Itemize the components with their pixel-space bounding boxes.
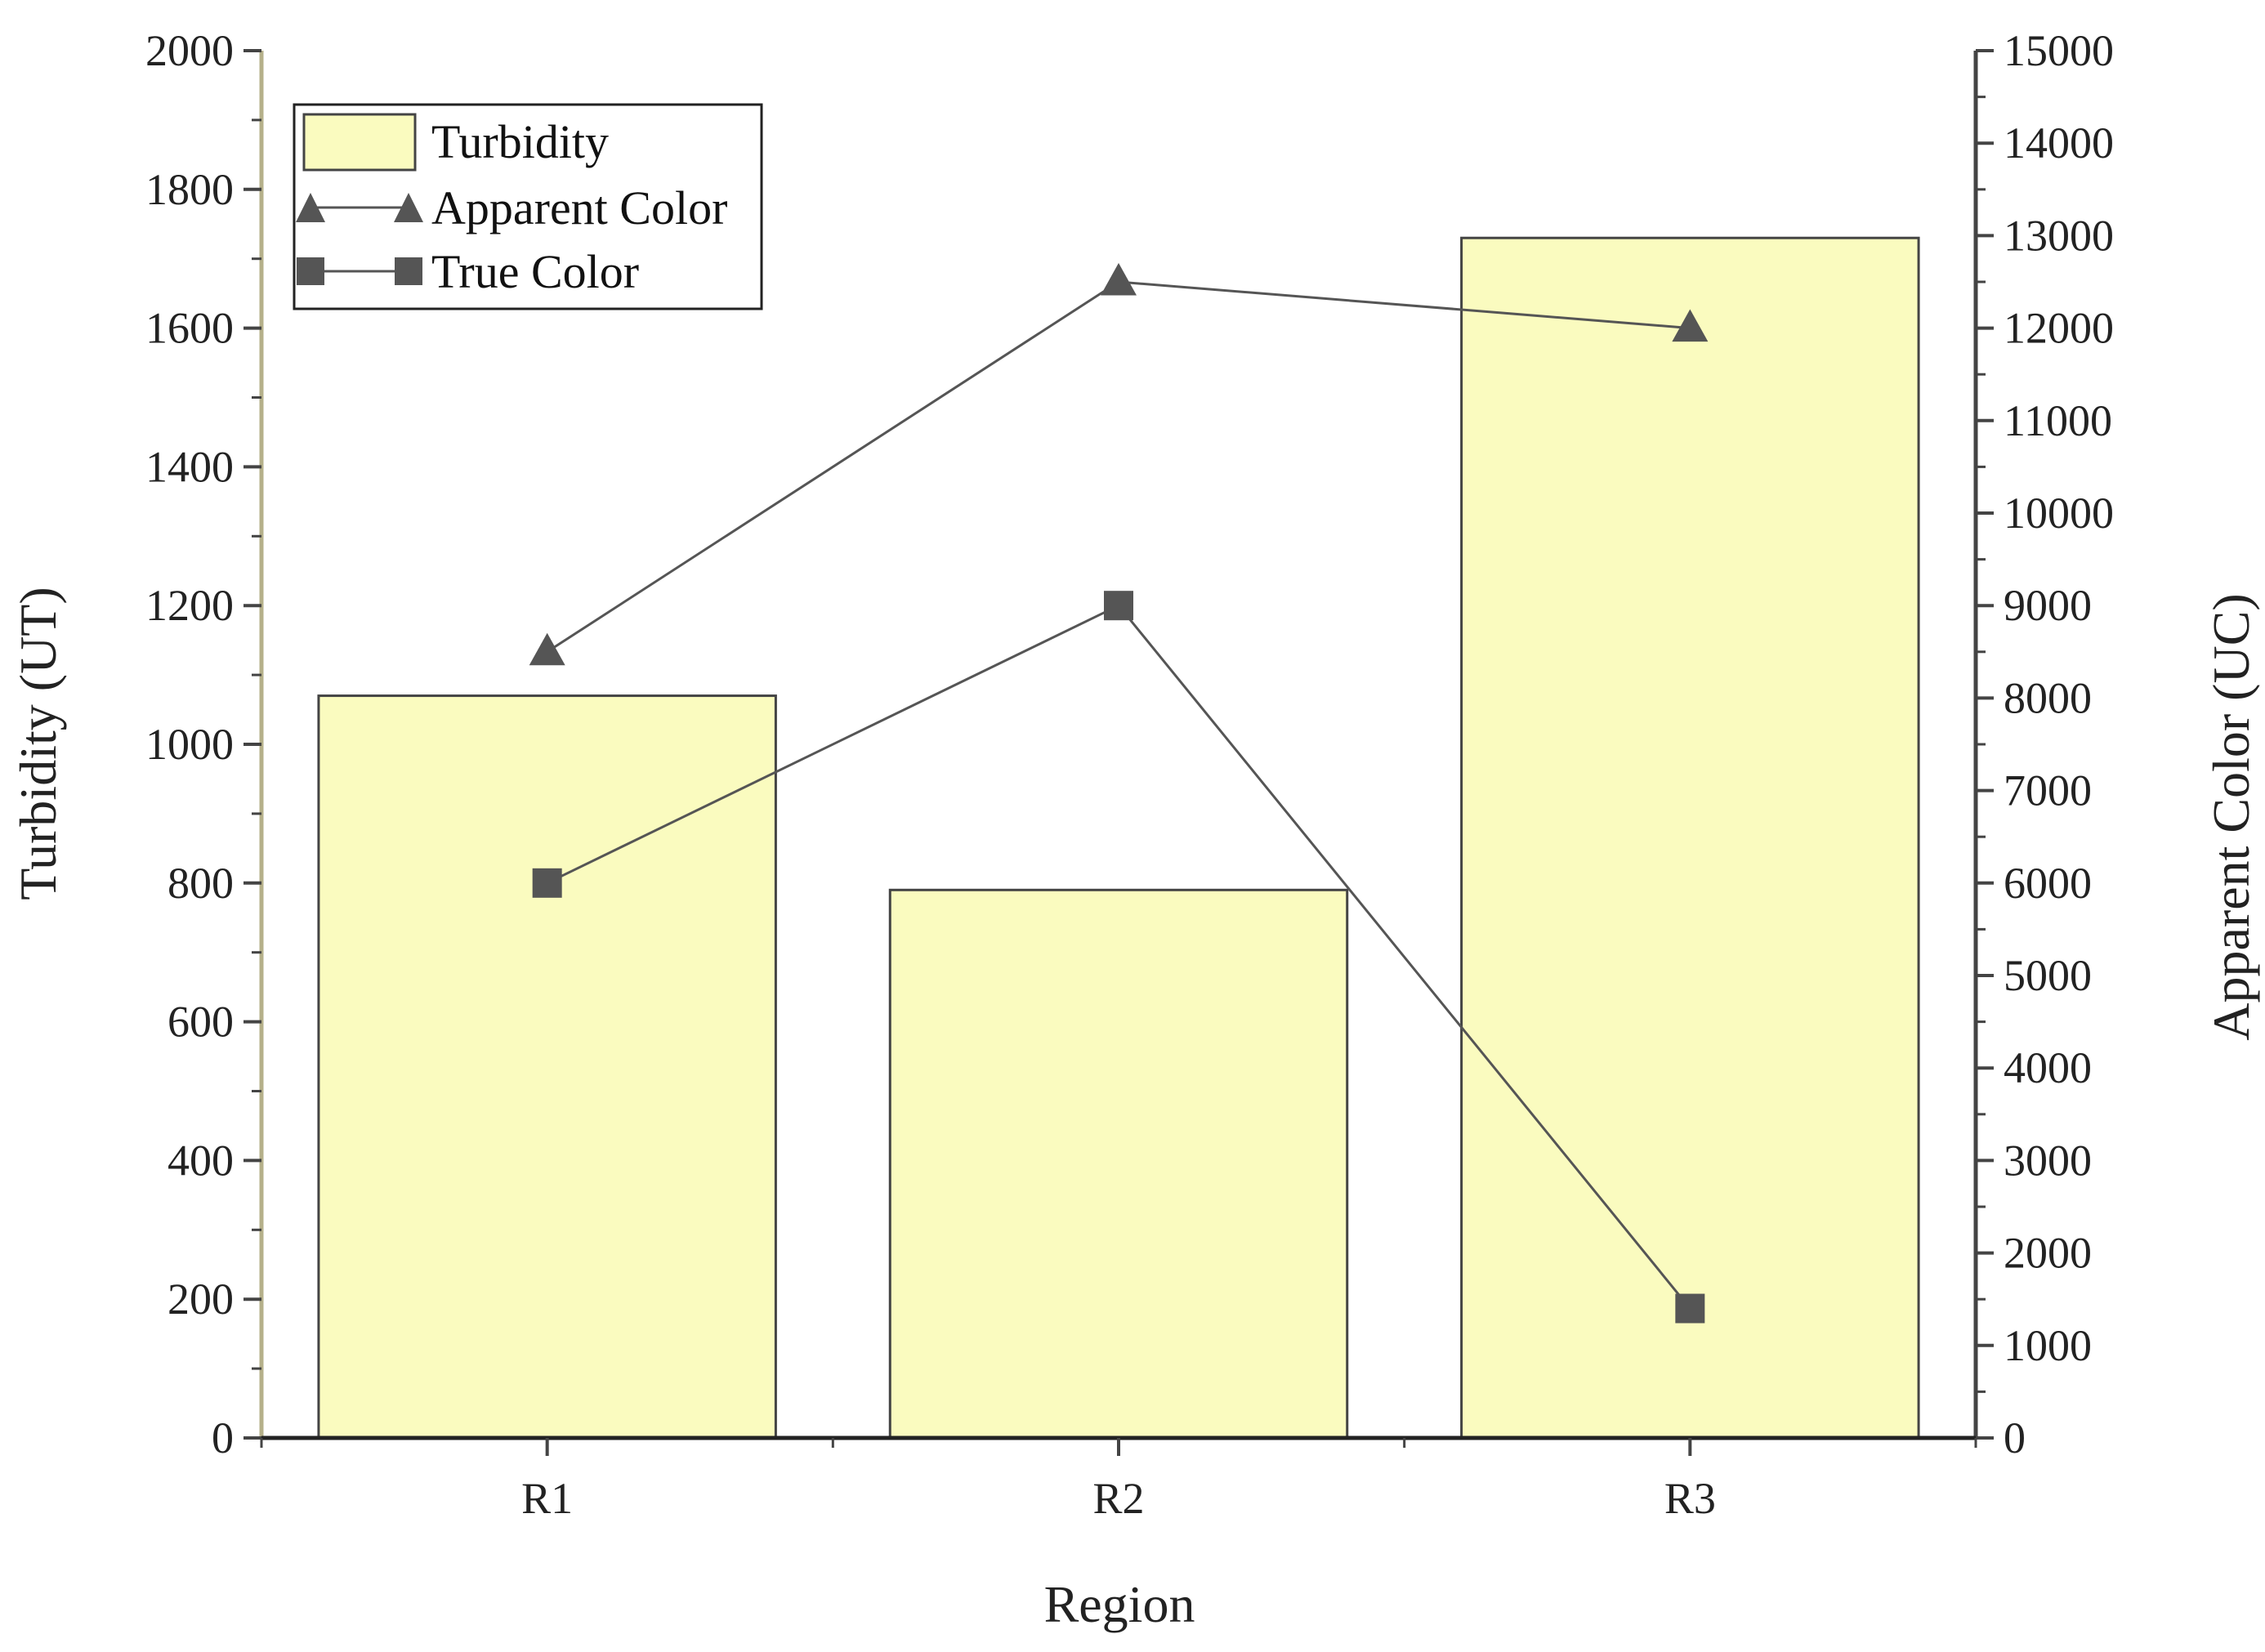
y-right-tick-label: 6000 bbox=[2004, 859, 2092, 908]
x-tick-label: R2 bbox=[1092, 1474, 1144, 1523]
marker-true-color-r3 bbox=[1675, 1293, 1705, 1324]
y-right-tick-label: 3000 bbox=[2004, 1136, 2092, 1185]
y-right-tick-label: 12000 bbox=[2004, 304, 2114, 353]
legend-square-icon-end bbox=[395, 257, 422, 285]
marker-apparent-color-r3 bbox=[1672, 309, 1709, 342]
marker-apparent-color-r1 bbox=[529, 632, 565, 666]
y-axis-title-left: Turbidity (UT) bbox=[9, 587, 67, 900]
y-left-tick-label: 1400 bbox=[145, 442, 234, 491]
y-left-tick-label: 1000 bbox=[145, 720, 234, 769]
y-left-tick-label: 1200 bbox=[145, 581, 234, 630]
y-right-tick-label: 0 bbox=[2004, 1413, 2026, 1462]
legend: Turbidity Apparent Color True Color bbox=[293, 103, 763, 310]
y-left-tick-label: 800 bbox=[168, 859, 234, 908]
x-tick-label: R3 bbox=[1664, 1474, 1716, 1523]
x-tick-label: R1 bbox=[521, 1474, 573, 1523]
y-left-tick-label: 2000 bbox=[145, 26, 234, 75]
legend-triangle-icon bbox=[296, 193, 325, 222]
y-left-tick-label: 1800 bbox=[145, 165, 234, 214]
legend-label-apparent-color: Apparent Color bbox=[431, 181, 727, 234]
legend-square-icon bbox=[297, 257, 324, 285]
y-right-tick-label: 15000 bbox=[2004, 26, 2114, 75]
legend-swatch-turbidity bbox=[302, 113, 417, 172]
y-left-tick-label: 200 bbox=[168, 1275, 234, 1324]
y-right-tick-label: 9000 bbox=[2004, 581, 2092, 630]
bar-r2 bbox=[888, 888, 1349, 1440]
legend-triangle-icon-end bbox=[394, 193, 423, 222]
y-right-tick-label: 11000 bbox=[2004, 396, 2112, 445]
bars-layer bbox=[317, 236, 1920, 1440]
y-right-tick-label: 5000 bbox=[2004, 951, 2092, 1000]
y-right-tick-label: 4000 bbox=[2004, 1043, 2092, 1092]
y-axis-title-right: Apparent Color (UC) bbox=[2202, 593, 2260, 1040]
lines-layer bbox=[529, 262, 1709, 1324]
bar-r1 bbox=[317, 694, 777, 1440]
y-right-tick-label: 13000 bbox=[2004, 211, 2114, 260]
marker-true-color-r2 bbox=[1104, 591, 1133, 621]
legend-label-turbidity: Turbidity bbox=[431, 115, 609, 168]
marker-apparent-color-r2 bbox=[1101, 262, 1137, 296]
y-left-tick-label: 1600 bbox=[145, 304, 234, 353]
y-left-tick-label: 600 bbox=[168, 998, 234, 1047]
y-left-tick-label: 0 bbox=[212, 1413, 234, 1462]
y-right-tick-label: 1000 bbox=[2004, 1321, 2092, 1370]
y-left-tick-label: 400 bbox=[168, 1136, 234, 1185]
y-right-tick-label: 2000 bbox=[2004, 1229, 2092, 1278]
y-right-tick-label: 14000 bbox=[2004, 118, 2114, 167]
y-right-tick-label: 8000 bbox=[2004, 673, 2092, 722]
y-right-tick-label: 7000 bbox=[2004, 766, 2092, 815]
x-axis-title: Region bbox=[1044, 1575, 1195, 1633]
y-right-tick-label: 10000 bbox=[2004, 489, 2114, 538]
legend-label-true-color: True Color bbox=[431, 245, 639, 298]
bar-r3 bbox=[1460, 236, 1920, 1440]
marker-true-color-r1 bbox=[532, 868, 562, 898]
axes-layer: 0 200 400 600 800 1000 1200 1400 1600 1800 2000 0 10… bbox=[145, 26, 2114, 1523]
